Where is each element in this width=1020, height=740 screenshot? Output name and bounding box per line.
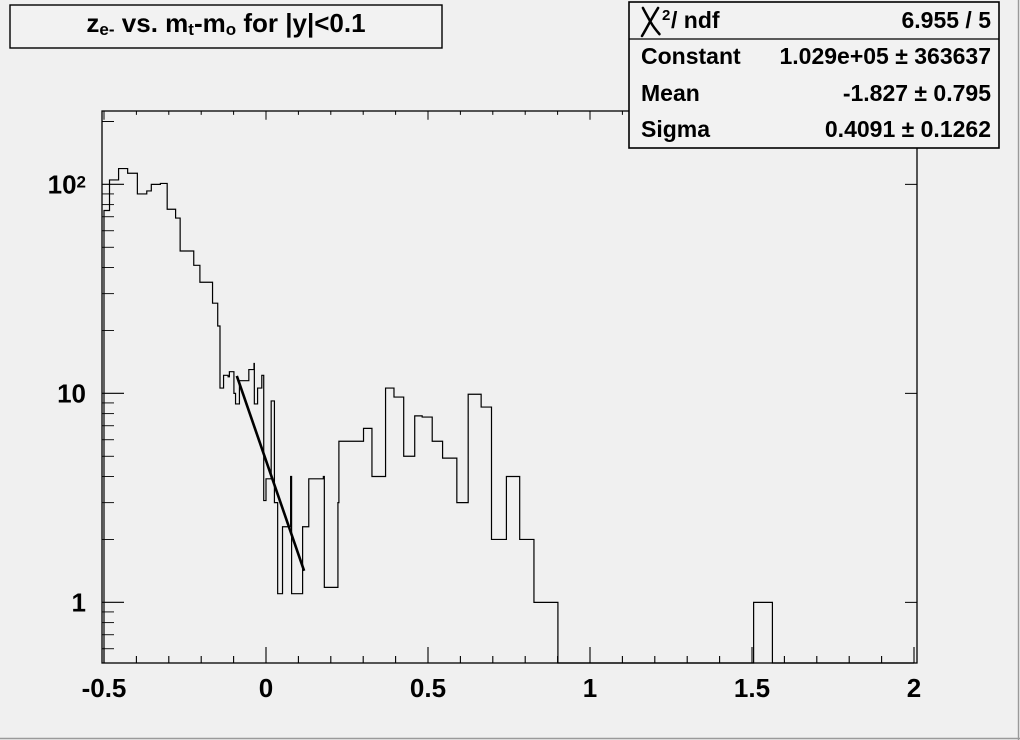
svg-text:Sigma: Sigma [641, 116, 710, 142]
svg-text:0.4091 ± 0.1262: 0.4091 ± 0.1262 [825, 116, 991, 142]
svg-text:Mean: Mean [641, 80, 700, 106]
svg-text:1: 1 [72, 587, 86, 617]
svg-text:2: 2 [662, 7, 670, 24]
svg-text:1.5: 1.5 [734, 673, 770, 703]
svg-text:-0.5: -0.5 [82, 673, 127, 703]
svg-text:1: 1 [583, 673, 597, 703]
svg-text:10: 10 [57, 378, 86, 408]
svg-text:-1.827 ± 0.795: -1.827 ± 0.795 [843, 80, 991, 106]
svg-text:/ ndf: / ndf [671, 7, 720, 33]
svg-text:2: 2 [907, 673, 921, 703]
svg-text:6.955 / 5: 6.955 / 5 [901, 7, 991, 33]
svg-text:0.5: 0.5 [410, 673, 446, 703]
svg-text:Constant: Constant [641, 43, 741, 69]
svg-text:0: 0 [259, 673, 273, 703]
svg-text:1.029e+05 ± 363637: 1.029e+05 ± 363637 [779, 43, 991, 69]
